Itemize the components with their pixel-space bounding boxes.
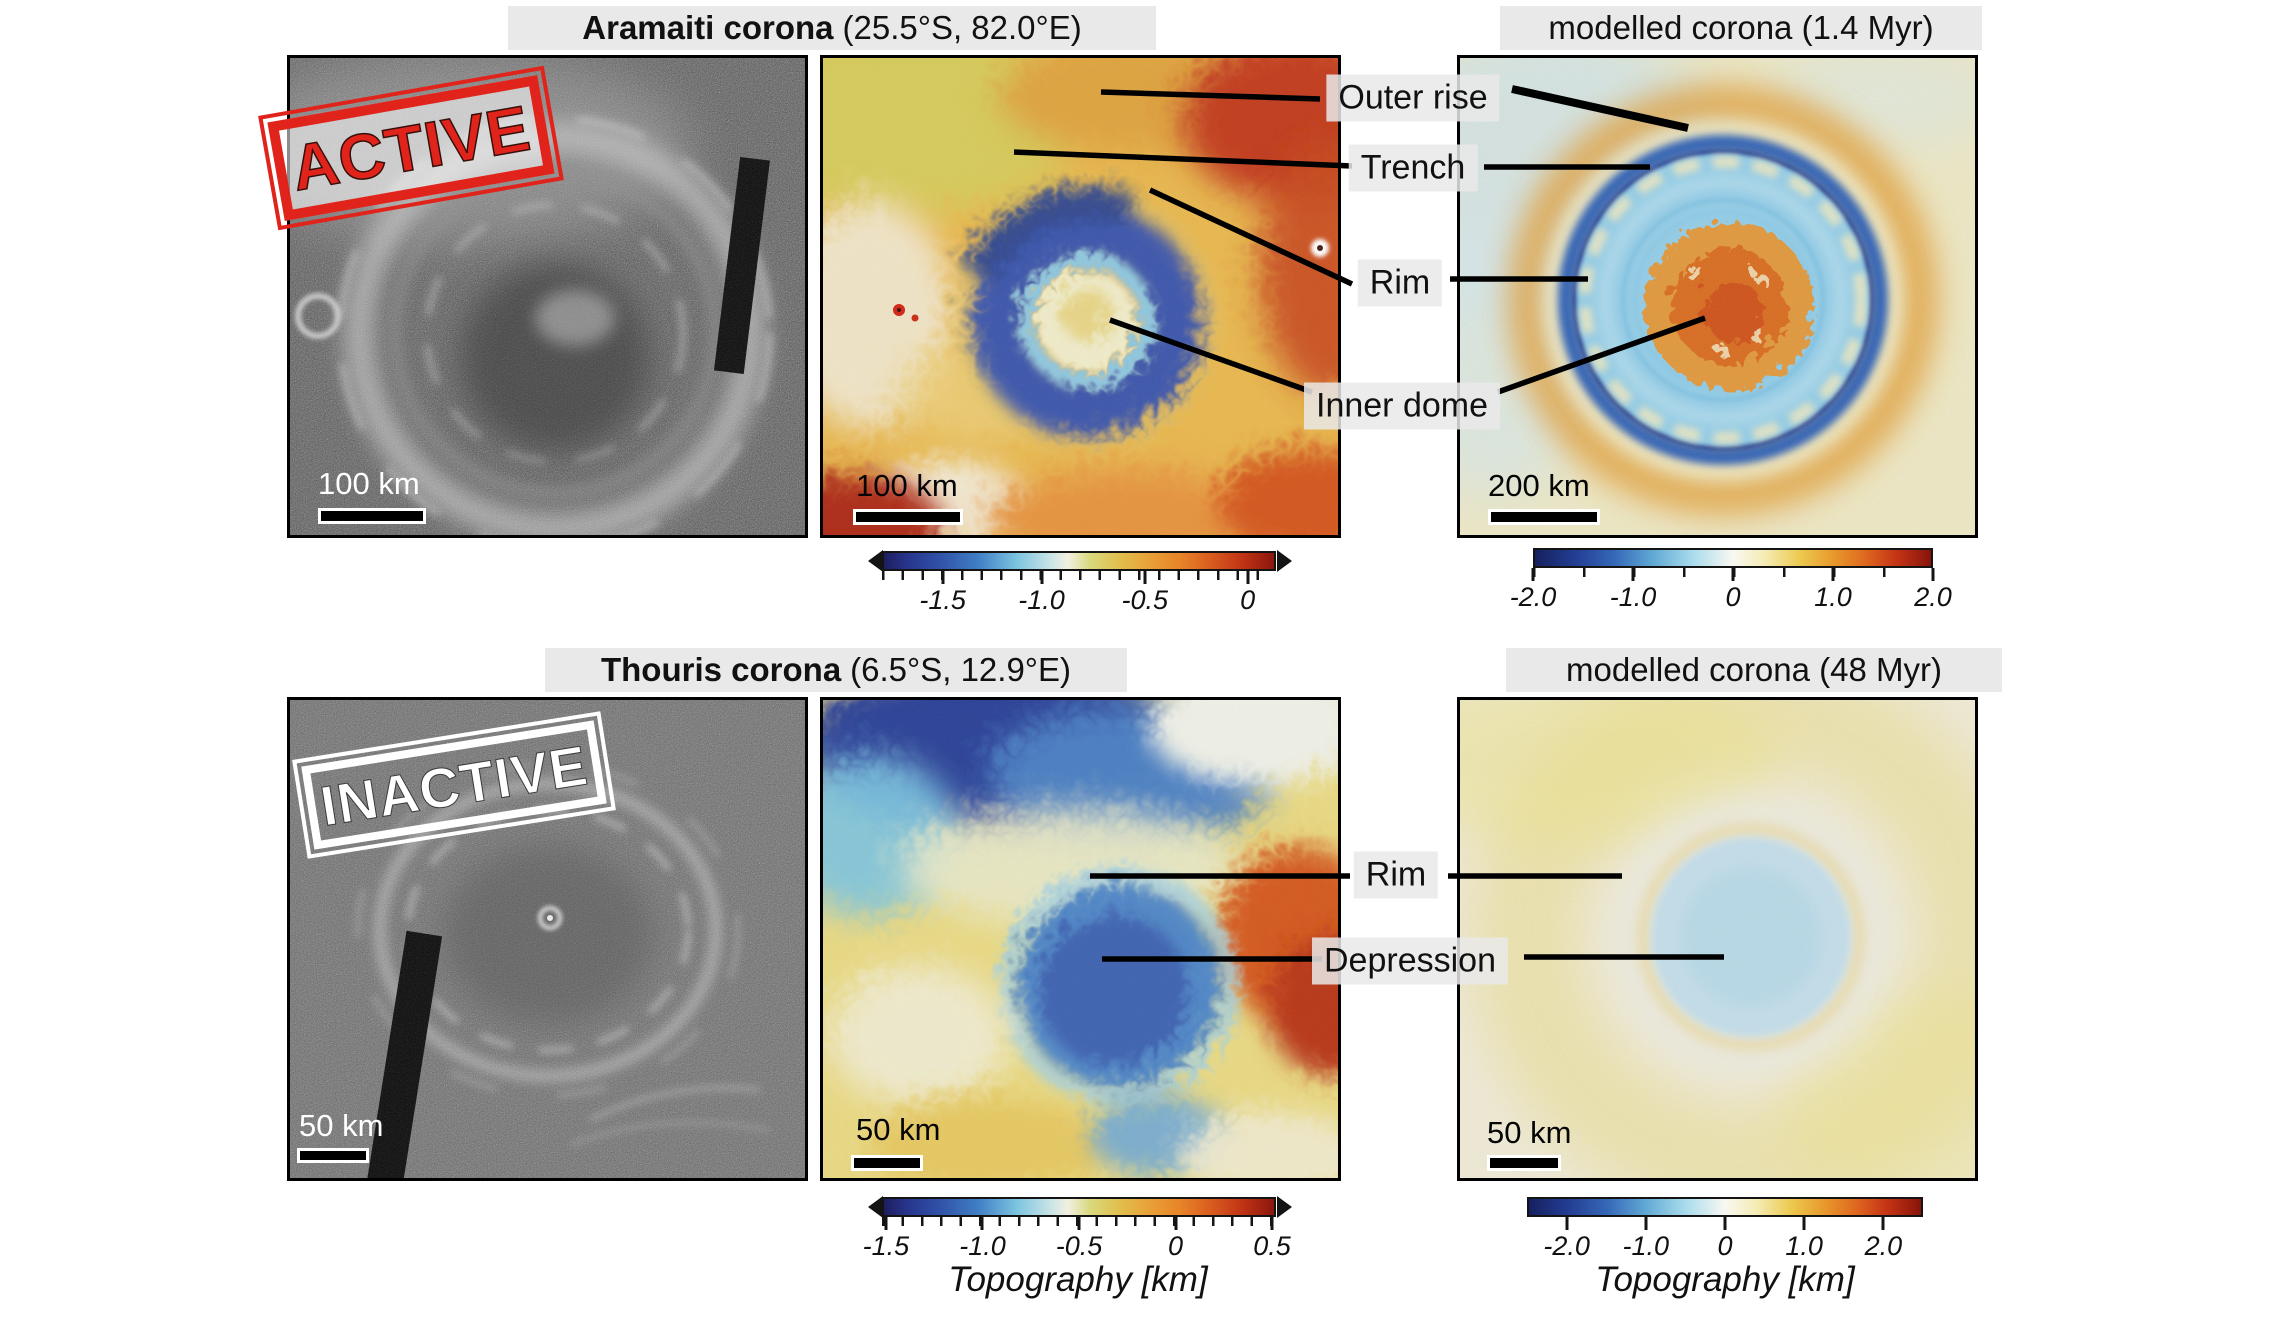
title-corona-coords: (6.5°S, 12.9°E) xyxy=(850,651,1072,688)
scalebar-radar-thouris xyxy=(297,1148,369,1163)
modelled-corona-art xyxy=(1460,58,1975,535)
radar-image-art xyxy=(290,700,805,1178)
label-rim-2: Rim xyxy=(1353,851,1439,899)
colorbar-model-active: -2.0 -1.0 0 1.0 2.0 xyxy=(1510,548,1952,614)
title-thouris-corona: Thouris corona (6.5°S, 12.9°E) xyxy=(545,648,1127,692)
tick-label: 1.0 xyxy=(1785,1231,1823,1261)
tick-label: -1.0 xyxy=(959,1231,1006,1261)
colorbar-topo-aramaiti: -1.5 -1.0 -0.5 0 xyxy=(868,550,1292,617)
tick-label: -1.0 xyxy=(1609,582,1657,612)
scalebar-label-model-inactive: 50 km xyxy=(1487,1115,1572,1150)
tick-label: -1.0 xyxy=(1018,585,1065,615)
label-outer-rise: Outer rise xyxy=(1326,74,1500,122)
scalebar-label-topo-thouris: 50 km xyxy=(856,1112,941,1147)
colorbar-right-arrow-icon xyxy=(1277,1196,1292,1218)
label-trench: Trench xyxy=(1348,144,1478,192)
modelled-corona-active xyxy=(1457,55,1978,538)
colorbar-gradient xyxy=(882,1197,1276,1217)
colorbar-ticks xyxy=(882,1217,1276,1230)
topography-map-aramaiti xyxy=(820,55,1341,538)
tick-label: 0 xyxy=(1240,585,1256,615)
colorbar-tick-labels: -1.5 -1.0 -0.5 0 0.5 xyxy=(863,1231,1291,1263)
tick-label: -1.5 xyxy=(919,585,966,615)
title-modelled-corona-active: modelled corona (1.4 Myr) xyxy=(1500,6,1982,50)
tick-label: 2.0 xyxy=(1914,582,1952,612)
tick-label: -1.5 xyxy=(862,1231,910,1261)
colorbar-right-arrow-icon xyxy=(1277,550,1292,572)
modelled-corona-art xyxy=(1460,700,1975,1178)
label-inner-dome: Inner dome xyxy=(1304,382,1500,430)
tick-label: -0.5 xyxy=(1121,585,1169,615)
title-corona-coords: (25.5°S, 82.0°E) xyxy=(842,9,1082,46)
title-aramaiti-corona: Aramaiti corona (25.5°S, 82.0°E) xyxy=(508,6,1156,50)
scalebar-topo-aramaiti xyxy=(853,509,963,525)
tick-label: 0 xyxy=(1717,1231,1733,1261)
radar-image-thouris xyxy=(287,697,808,1181)
colorbar-ticks xyxy=(1531,568,1935,581)
colorbar-gradient xyxy=(882,551,1276,571)
tick-label: -1.0 xyxy=(1622,1231,1670,1261)
label-depression: Depression xyxy=(1312,937,1508,985)
colorbar-left-arrow-icon xyxy=(868,1196,883,1218)
tick-label: 2.0 xyxy=(1864,1231,1903,1261)
tick-label: -0.5 xyxy=(1055,1231,1103,1261)
tick-label: 0.5 xyxy=(1253,1231,1291,1261)
axis-label-topography-left: Topography [km] xyxy=(948,1260,1208,1299)
colorbar-ticks xyxy=(1527,1217,1923,1230)
colorbar-model-inactive: -2.0 -1.0 0 1.0 2.0 xyxy=(1527,1197,1923,1263)
scalebar-model-inactive xyxy=(1487,1155,1561,1171)
tick-label: -2.0 xyxy=(1509,582,1557,612)
colorbar-tick-labels: -2.0 -1.0 0 1.0 2.0 xyxy=(1527,1231,1923,1263)
title-modelled-corona-inactive: modelled corona (48 Myr) xyxy=(1506,648,2002,692)
scalebar-label-topo-aramaiti: 100 km xyxy=(856,468,958,503)
scalebar-label-model-active: 200 km xyxy=(1488,468,1590,503)
colorbar-topo-thouris: -1.5 -1.0 -0.5 0 0.5 xyxy=(863,1196,1292,1263)
topography-map-art xyxy=(823,58,1338,535)
topography-map-thouris xyxy=(820,697,1341,1181)
scalebar-model-active xyxy=(1488,509,1600,525)
tick-label: -2.0 xyxy=(1543,1231,1590,1261)
topography-map-art xyxy=(823,700,1338,1178)
active-stamp-text: ACTIVE xyxy=(285,91,536,205)
scalebar-topo-thouris xyxy=(851,1155,923,1171)
colorbar-gradient xyxy=(1533,548,1933,568)
scalebar-radar-aramaiti xyxy=(318,508,426,524)
scalebar-label-radar-aramaiti: 100 km xyxy=(318,466,420,501)
modelled-corona-inactive xyxy=(1457,697,1978,1181)
tick-label: 1.0 xyxy=(1814,582,1852,612)
tick-label: 0 xyxy=(1168,1231,1184,1261)
colorbar-left-arrow-icon xyxy=(868,550,883,572)
colorbar-tick-labels: -1.5 -1.0 -0.5 0 xyxy=(882,585,1276,617)
title-corona-name: Aramaiti corona xyxy=(582,9,834,46)
label-rim: Rim xyxy=(1357,259,1443,307)
scalebar-label-radar-thouris: 50 km xyxy=(299,1108,384,1143)
colorbar-ticks xyxy=(882,571,1276,584)
axis-label-topography-right: Topography [km] xyxy=(1595,1260,1855,1299)
colorbar-tick-labels: -2.0 -1.0 0 1.0 2.0 xyxy=(1510,582,1952,614)
tick-label: 0 xyxy=(1725,582,1741,612)
title-corona-name: Thouris corona xyxy=(600,651,842,688)
colorbar-gradient xyxy=(1527,1197,1923,1217)
